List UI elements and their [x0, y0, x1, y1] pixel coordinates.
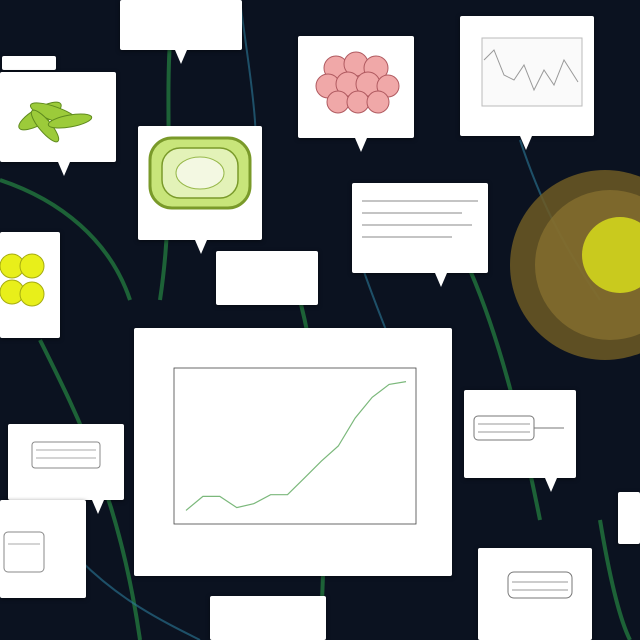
- card-right-bottom: [478, 548, 592, 640]
- apparatus-sketch: [507, 571, 573, 599]
- callout-pointer: [58, 162, 70, 176]
- yellow-cells-illustration: [0, 253, 45, 307]
- card-left-mid: [8, 424, 124, 500]
- mini-chart: [481, 37, 583, 107]
- card-leaf-image: [0, 72, 116, 162]
- card-mid-center-text: [216, 251, 318, 305]
- tool-sketch: [3, 531, 45, 573]
- callout-pointer: [520, 136, 532, 150]
- apparatus-sketch: [473, 415, 564, 441]
- card-pink-cells: [298, 36, 414, 138]
- card-right-mid: [464, 390, 576, 478]
- tissue-illustration: [315, 51, 400, 114]
- callout-pointer: [92, 500, 104, 514]
- card-top-left-small-text: [2, 56, 56, 60]
- callout-pointer: [435, 273, 447, 287]
- callout-pointer: [355, 138, 367, 152]
- card-top-right-chart: [460, 16, 594, 136]
- card-bottom-center: [210, 596, 326, 640]
- cell-illustration: [148, 136, 252, 210]
- leaf-illustration: [18, 101, 93, 143]
- main-chart-card: [134, 328, 452, 576]
- device-sketch: [31, 441, 101, 469]
- callout-pointer: [545, 478, 557, 492]
- card-bottom-center-text: [210, 596, 326, 600]
- series-line: [185, 381, 407, 511]
- card-left-yellow: [0, 232, 60, 338]
- card-top-center: [120, 0, 242, 50]
- callout-pointer: [195, 240, 207, 254]
- line-chart: [173, 367, 417, 525]
- card-mid-right-text: [352, 183, 488, 273]
- card-top-center-text: [120, 0, 242, 4]
- card-mid-center-text-content: [216, 251, 318, 255]
- callout-pointer: [175, 50, 187, 64]
- card-top-left-small: [2, 56, 56, 70]
- card-cell-image: [138, 126, 262, 240]
- text-lines-graphic: [362, 200, 478, 238]
- card-right-edge: [618, 492, 640, 544]
- card-right-edge-text: [618, 492, 640, 496]
- card-left-bottom: [0, 500, 86, 598]
